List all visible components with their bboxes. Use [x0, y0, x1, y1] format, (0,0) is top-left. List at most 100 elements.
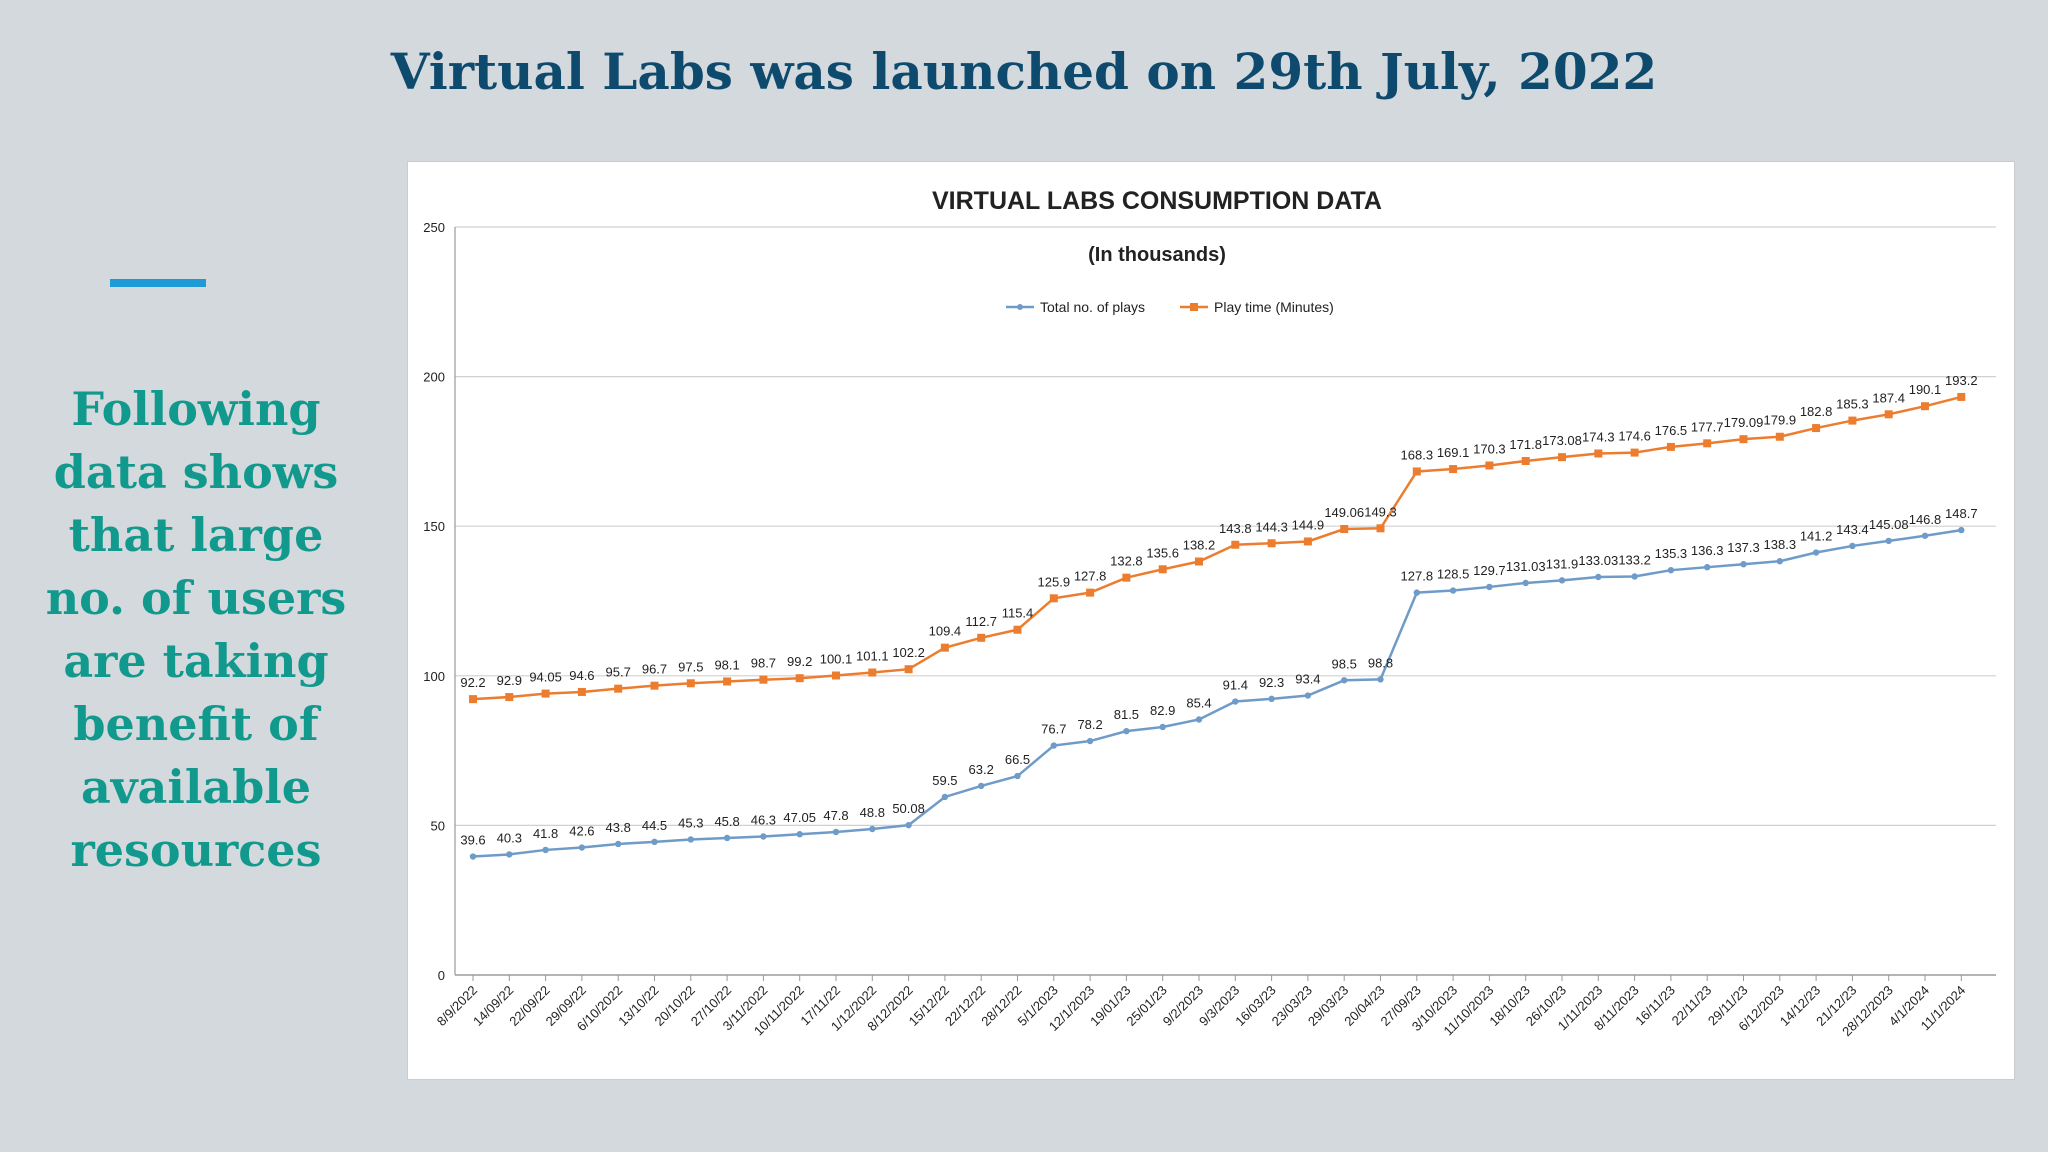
data-label: 179.9	[1764, 413, 1797, 428]
legend-label-playtime: Play time (Minutes)	[1214, 299, 1334, 315]
data-label: 143.4	[1836, 522, 1869, 537]
data-point	[723, 834, 731, 842]
y-tick-label: 250	[423, 220, 445, 235]
data-label: 115.4	[1002, 606, 1034, 621]
data-label: 76.7	[1041, 722, 1066, 737]
data-label: 131.9	[1546, 556, 1579, 571]
y-tick-label: 50	[431, 818, 445, 833]
y-tick-label: 100	[423, 669, 445, 684]
data-label: 99.2	[787, 654, 812, 669]
data-label: 92.9	[497, 673, 522, 688]
data-label: 96.7	[642, 662, 667, 677]
data-point	[1449, 587, 1457, 594]
data-point	[505, 693, 514, 702]
data-point	[1521, 456, 1530, 465]
data-point	[469, 853, 477, 860]
data-point	[1376, 524, 1385, 533]
data-point	[1049, 594, 1058, 603]
slide-title: Virtual Labs was launched on 29th July, …	[390, 42, 1658, 101]
data-label: 39.6	[460, 833, 485, 848]
data-label: 149.3	[1364, 504, 1397, 519]
data-point	[869, 825, 876, 833]
data-label: 47.05	[783, 810, 816, 825]
legend: Total no. of plays Play time (Minutes)	[1006, 299, 1334, 315]
data-point	[977, 633, 986, 642]
data-label: 145.08	[1869, 517, 1909, 532]
series-plays: 39.6 40.3 41.8 42.6 43.8 44.5 45.3 45.8 46.3 47.0…	[460, 506, 1978, 860]
data-label: 50.08	[892, 801, 925, 816]
data-label: 129.7	[1473, 563, 1506, 578]
data-point	[940, 643, 949, 652]
data-point	[1522, 579, 1529, 587]
data-point	[1812, 424, 1821, 433]
data-label: 91.4	[1223, 678, 1248, 693]
data-label: 149.06	[1324, 505, 1364, 520]
data-label: 143.8	[1219, 521, 1252, 536]
data-point	[795, 674, 804, 683]
y-tick-label: 0	[438, 968, 445, 983]
data-point	[1775, 432, 1784, 441]
data-point	[978, 782, 985, 790]
data-point	[1884, 410, 1893, 419]
data-label: 170.3	[1473, 441, 1506, 456]
data-label: 45.3	[678, 815, 703, 830]
series-line-plays	[472, 528, 1962, 858]
data-label: 131.03	[1506, 559, 1546, 574]
data-label: 98.1	[714, 657, 739, 672]
series-line-playtime	[472, 395, 1962, 701]
data-label: 187.4	[1872, 390, 1905, 405]
data-label: 190.1	[1909, 382, 1942, 397]
data-label: 127.8	[1401, 569, 1434, 584]
chart-card: VIRTUAL LABS CONSUMPTION DATA (In thousa…	[407, 161, 2015, 1080]
data-label: 133.2	[1618, 552, 1651, 567]
data-point	[1086, 737, 1094, 745]
data-point	[1740, 560, 1747, 568]
y-tick-label: 200	[423, 370, 445, 385]
data-point	[1123, 727, 1130, 735]
data-point	[1485, 461, 1494, 470]
data-label: 144.3	[1255, 519, 1288, 534]
data-point	[1013, 625, 1022, 634]
series: 39.6 40.3 41.8 42.6 43.8 44.5 45.3 45.8 46.3 47.0…	[460, 373, 1978, 860]
y-tick-label: 150	[423, 519, 445, 534]
data-point	[1195, 716, 1203, 723]
data-point	[1630, 448, 1639, 457]
data-point	[1486, 583, 1493, 591]
data-label: 138.3	[1764, 537, 1797, 552]
data-point	[542, 846, 549, 854]
data-point	[1267, 539, 1276, 548]
data-label: 63.2	[969, 762, 994, 777]
data-point	[687, 836, 694, 843]
data-point	[796, 831, 803, 838]
data-point	[506, 851, 513, 858]
data-label: 92.2	[460, 675, 485, 690]
data-point	[469, 695, 477, 704]
data-point	[1449, 465, 1458, 474]
data-point	[577, 687, 586, 696]
data-point	[1412, 467, 1421, 476]
data-label: 78.2	[1077, 717, 1102, 732]
data-point	[1558, 453, 1566, 462]
data-label: 146.8	[1909, 512, 1942, 527]
data-point	[1703, 439, 1712, 448]
data-point	[1086, 588, 1095, 597]
data-label: 141.2	[1800, 529, 1833, 544]
data-label: 85.4	[1186, 695, 1211, 710]
data-point	[1957, 392, 1966, 401]
data-point	[1340, 525, 1349, 534]
data-label: 98.5	[1332, 656, 1357, 671]
data-point	[686, 679, 695, 688]
data-label: 173.08	[1542, 433, 1582, 448]
data-point	[904, 665, 913, 674]
data-label: 169.1	[1437, 445, 1470, 460]
data-label: 100.1	[820, 652, 853, 667]
data-point	[541, 689, 550, 698]
data-label: 182.8	[1800, 404, 1833, 419]
data-point	[578, 844, 586, 851]
legend-marker-playtime	[1190, 303, 1198, 311]
data-point	[1195, 557, 1203, 566]
data-point	[651, 838, 658, 846]
data-label: 109.4	[929, 624, 962, 639]
data-label: 94.05	[529, 670, 562, 685]
legend-marker-plays	[1017, 304, 1023, 310]
